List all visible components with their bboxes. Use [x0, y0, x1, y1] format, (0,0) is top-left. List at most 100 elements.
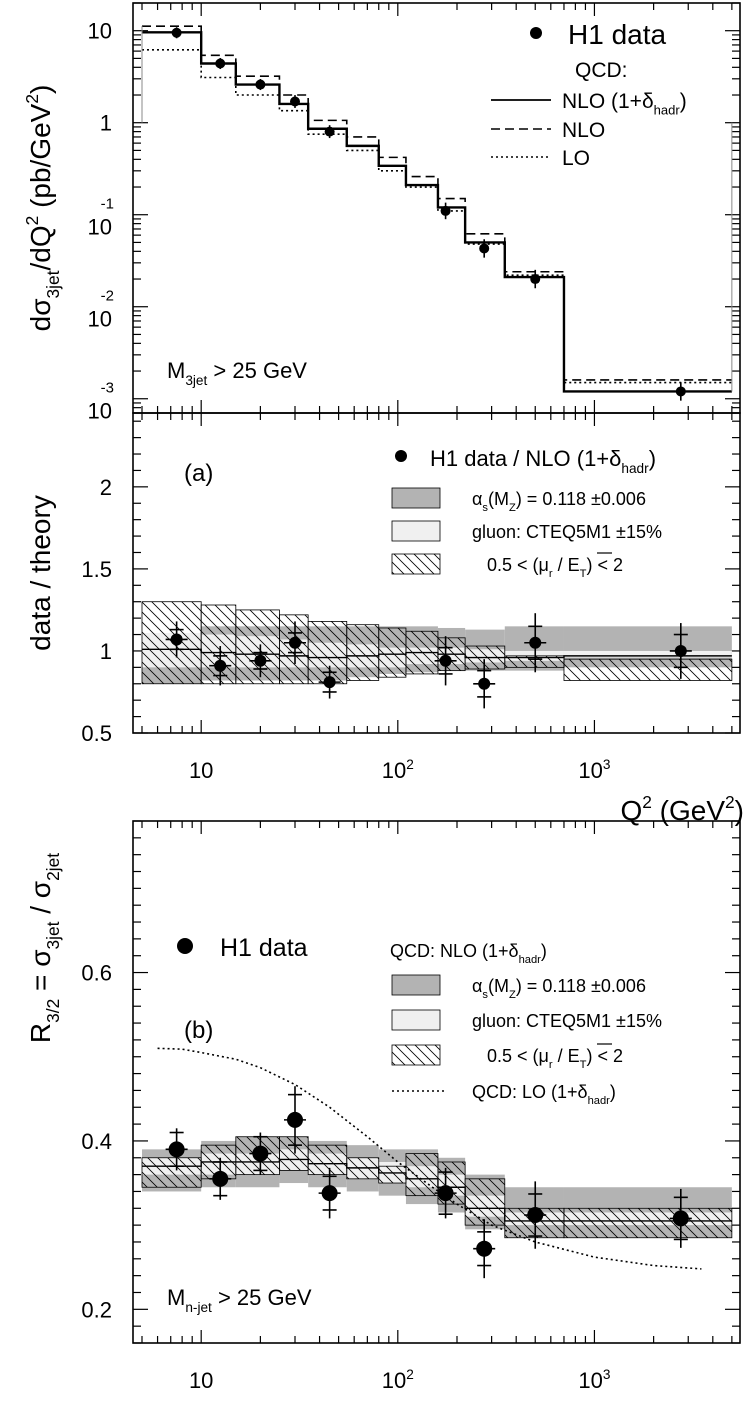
y-tick-label: 2	[100, 475, 112, 500]
x-tick-label: 10	[189, 758, 213, 783]
scale-band	[378, 1165, 407, 1184]
text-part: Z	[509, 502, 516, 514]
scale-band	[200, 604, 237, 685]
text-part: (a)	[184, 460, 213, 487]
text-part: 0.5	[81, 721, 112, 746]
text-part: NLO (1+δ	[562, 90, 654, 113]
text-part: )	[541, 941, 547, 961]
y-tick-label: 10	[88, 399, 112, 424]
text-part: (M	[488, 489, 509, 509]
data-point	[440, 205, 451, 216]
text-part: /dQ	[25, 225, 56, 270]
text-part: ) < 2	[586, 555, 623, 575]
scale-band	[279, 614, 309, 685]
text-part: 0.2	[81, 1297, 112, 1322]
legend-label-data: H1 data	[220, 934, 308, 962]
text-part: 3jet	[185, 373, 207, 388]
text-part: QCD: NLO (1+δ	[390, 941, 519, 961]
text-part: /	[553, 1046, 568, 1066]
text-part: T	[580, 1059, 587, 1071]
text-part: LO	[562, 147, 590, 170]
y-tick-label: 10	[88, 307, 112, 332]
data-point	[254, 654, 267, 667]
text-part: (M	[488, 976, 509, 996]
text-part: 2jet	[43, 853, 63, 881]
text-part: 0.5 < (μ	[487, 555, 549, 575]
nlo-line	[141, 1158, 732, 1222]
x-axis-title: Q2 (GeV2)	[620, 1402, 744, 1405]
text-part: /	[553, 555, 568, 575]
data-point	[478, 677, 491, 690]
data-point	[170, 633, 183, 646]
text-part: NLO	[562, 119, 605, 142]
data-point	[215, 58, 226, 69]
y-tick-label: 10	[88, 19, 112, 44]
data-point	[479, 243, 490, 254]
nlo-ratio-line	[141, 648, 732, 659]
text-part: R	[25, 1023, 56, 1043]
data-point	[171, 27, 182, 38]
scale-band	[405, 1153, 439, 1197]
text-part: dσ	[25, 298, 56, 331]
data-point	[212, 1170, 229, 1187]
data-point	[439, 654, 452, 667]
text-part: 2	[642, 792, 652, 812]
y-tick-label-exp: -3	[101, 380, 114, 397]
data-point	[476, 1240, 493, 1257]
data-point	[286, 1111, 303, 1128]
series-dotted	[141, 49, 732, 384]
text-part: r	[549, 1059, 553, 1071]
legend-label-nlo-hadr: NLO (1+δhadr)	[562, 90, 687, 118]
y-tick-label: 0.4	[81, 1129, 112, 1154]
data-point	[288, 636, 301, 649]
text-part: H1 data / NLO (1+δ	[430, 446, 621, 471]
text-part: H1 data	[568, 19, 666, 50]
legend-header: QCD: NLO (1+δhadr)	[390, 941, 547, 966]
panel-b-r32: 0.20.40.6R3/2 = σ3jet / σ2jet(b)10 102 103…	[25, 853, 744, 1405]
text-part: E	[568, 555, 580, 575]
data-point	[674, 644, 687, 657]
data-point	[289, 96, 300, 107]
legend-swatch-gluon	[391, 520, 441, 542]
data-point	[527, 1207, 544, 1224]
legend-label-data: H1 data	[568, 19, 666, 50]
data-point	[437, 1185, 454, 1202]
text-part: T	[580, 568, 587, 580]
legend-swatch-scale	[391, 553, 441, 575]
text-part: 10	[578, 758, 602, 783]
text-part: 3jet	[43, 270, 63, 298]
text-part: 3	[603, 1367, 611, 1382]
text-part: 2	[406, 757, 414, 772]
legend-label-scale: 0.5 < (μr / ET) < 2	[487, 555, 623, 580]
text-part: (b)	[184, 1017, 213, 1044]
text-part: 2	[22, 94, 42, 104]
text-part: 2	[642, 1402, 652, 1405]
data-point	[529, 636, 542, 649]
scale-band	[141, 1157, 202, 1188]
data-point	[530, 274, 541, 285]
data-point	[214, 659, 227, 672]
text-part: (GeV	[652, 795, 725, 826]
scale-band	[563, 658, 733, 681]
cut-annotation: Mn-jet > 25 GeV	[167, 1285, 312, 1315]
text-part: 1	[100, 639, 112, 664]
legend-label-gluon: gluon: CTEQ5M1 ±15%	[472, 522, 662, 542]
cut-annotation: M3jet > 25 GeV	[167, 358, 307, 388]
text-part: )	[680, 90, 687, 113]
text-part: 10	[88, 19, 112, 44]
text-part: 1	[100, 111, 112, 136]
data-point	[323, 676, 336, 689]
y-axis-title: R3/2 = σ3jet / σ2jet	[25, 853, 63, 1043]
text-part: 0.5 < (μ	[487, 1046, 549, 1066]
legend-marker-data	[530, 27, 542, 39]
scale-band	[464, 1178, 506, 1226]
text-part: 2	[406, 1367, 414, 1382]
text-part: )	[610, 1082, 616, 1102]
plot-frame	[132, 412, 741, 734]
y-tick-label: 1.5	[81, 557, 112, 582]
text-part: 3	[603, 757, 611, 772]
text-part: hadr	[519, 954, 542, 966]
text-part: ) = 0.118 ±0.006	[516, 489, 646, 509]
